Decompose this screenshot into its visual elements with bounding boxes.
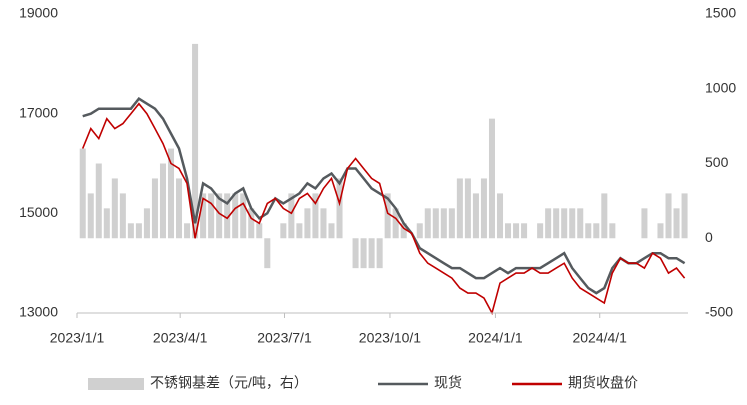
basis-bar bbox=[224, 193, 231, 239]
basis-bar bbox=[392, 208, 399, 239]
basis-bar bbox=[585, 223, 592, 239]
basis-bar bbox=[545, 208, 552, 239]
basis-bar bbox=[521, 223, 528, 239]
basis-bar bbox=[593, 223, 600, 239]
legend-label: 不锈钢基差（元/吨，右） bbox=[150, 375, 308, 391]
y2-tick-label: 0 bbox=[705, 229, 713, 245]
basis-bar bbox=[135, 223, 142, 239]
basis-bar bbox=[496, 193, 504, 239]
basis-bar bbox=[336, 178, 343, 239]
basis-bar bbox=[368, 238, 375, 269]
basis-bar bbox=[111, 178, 118, 239]
basis-bar bbox=[192, 43, 199, 239]
basis-bar bbox=[320, 208, 327, 239]
y-tick-label: 13000 bbox=[19, 304, 58, 320]
basis-bar bbox=[119, 193, 126, 239]
basis-bar bbox=[440, 208, 447, 239]
basis-bar bbox=[352, 238, 359, 269]
basis-bar bbox=[216, 193, 223, 239]
basis-bar bbox=[601, 193, 608, 239]
basis-bar bbox=[384, 193, 391, 239]
basis-bar bbox=[280, 223, 287, 239]
basis-bar bbox=[609, 223, 616, 239]
basis-bar bbox=[296, 223, 303, 239]
basis-bar bbox=[480, 178, 487, 239]
line-series bbox=[81, 102, 686, 316]
basis-bar bbox=[248, 208, 255, 239]
basis-bar bbox=[513, 223, 520, 239]
basis-bar bbox=[312, 193, 319, 239]
basis-bar bbox=[424, 208, 431, 239]
basis-bar bbox=[360, 238, 367, 269]
basis-bar bbox=[569, 208, 576, 239]
basis-bar bbox=[151, 178, 158, 239]
basis-bar bbox=[488, 118, 495, 239]
basis-bar bbox=[641, 208, 648, 239]
basis-bar bbox=[456, 178, 463, 239]
y-tick-label: 15000 bbox=[19, 204, 58, 220]
basis-bar bbox=[103, 208, 110, 239]
y-tick-label: 17000 bbox=[19, 104, 58, 120]
basis-bar bbox=[232, 193, 239, 239]
basis-bar bbox=[505, 223, 512, 239]
x-tick-label: 2024/1/1 bbox=[468, 330, 523, 346]
basis-bar bbox=[264, 238, 271, 269]
x-tick-label: 2023/4/1 bbox=[153, 330, 208, 346]
basis-bar bbox=[561, 208, 568, 239]
basis-bar bbox=[176, 178, 183, 239]
legend-label: 现货 bbox=[434, 375, 462, 391]
basis-bar bbox=[240, 193, 247, 239]
basis-bar bbox=[448, 208, 455, 239]
basis-bar bbox=[208, 193, 215, 239]
basis-bar bbox=[553, 208, 560, 239]
basis-bar bbox=[256, 223, 263, 239]
y2-tick-label: 500 bbox=[705, 154, 729, 170]
y2-tick-label: -500 bbox=[705, 304, 733, 320]
y2-tick-label: 1000 bbox=[705, 79, 736, 95]
basis-bar bbox=[159, 163, 166, 239]
legend-swatch bbox=[88, 378, 144, 390]
basis-bar bbox=[87, 193, 94, 239]
basis-bar bbox=[376, 238, 383, 269]
x-tick-label: 2024/4/1 bbox=[572, 330, 627, 346]
x-tick-label: 2023/7/1 bbox=[257, 330, 312, 346]
basis-bar bbox=[167, 148, 175, 239]
basis-bar bbox=[328, 223, 335, 239]
basis-bar bbox=[143, 208, 150, 239]
basis-bar bbox=[95, 163, 102, 239]
basis-bar bbox=[288, 193, 295, 239]
basis-bar bbox=[464, 178, 471, 239]
basis-bar bbox=[673, 208, 680, 239]
basis-bar bbox=[304, 208, 311, 239]
y-tick-label: 19000 bbox=[19, 5, 58, 21]
basis-bar bbox=[665, 193, 672, 239]
basis-bar bbox=[79, 148, 86, 239]
basis-bar bbox=[416, 223, 423, 239]
legend-label: 期货收盘价 bbox=[568, 375, 638, 391]
x-tick-label: 2023/1/1 bbox=[50, 330, 105, 346]
basis-bar bbox=[200, 193, 207, 239]
basis-bar bbox=[184, 223, 191, 239]
basis-bar bbox=[537, 223, 544, 239]
y2-tick-label: 1500 bbox=[705, 5, 736, 21]
basis-bar bbox=[472, 193, 479, 239]
basis-bar bbox=[681, 193, 688, 239]
basis-bar bbox=[127, 223, 134, 239]
basis-bar bbox=[432, 208, 439, 239]
basis-bar bbox=[577, 208, 584, 239]
x-tick-label: 2023/10/1 bbox=[359, 330, 421, 346]
basis-bar bbox=[657, 223, 664, 239]
basis-bar bbox=[400, 223, 407, 239]
